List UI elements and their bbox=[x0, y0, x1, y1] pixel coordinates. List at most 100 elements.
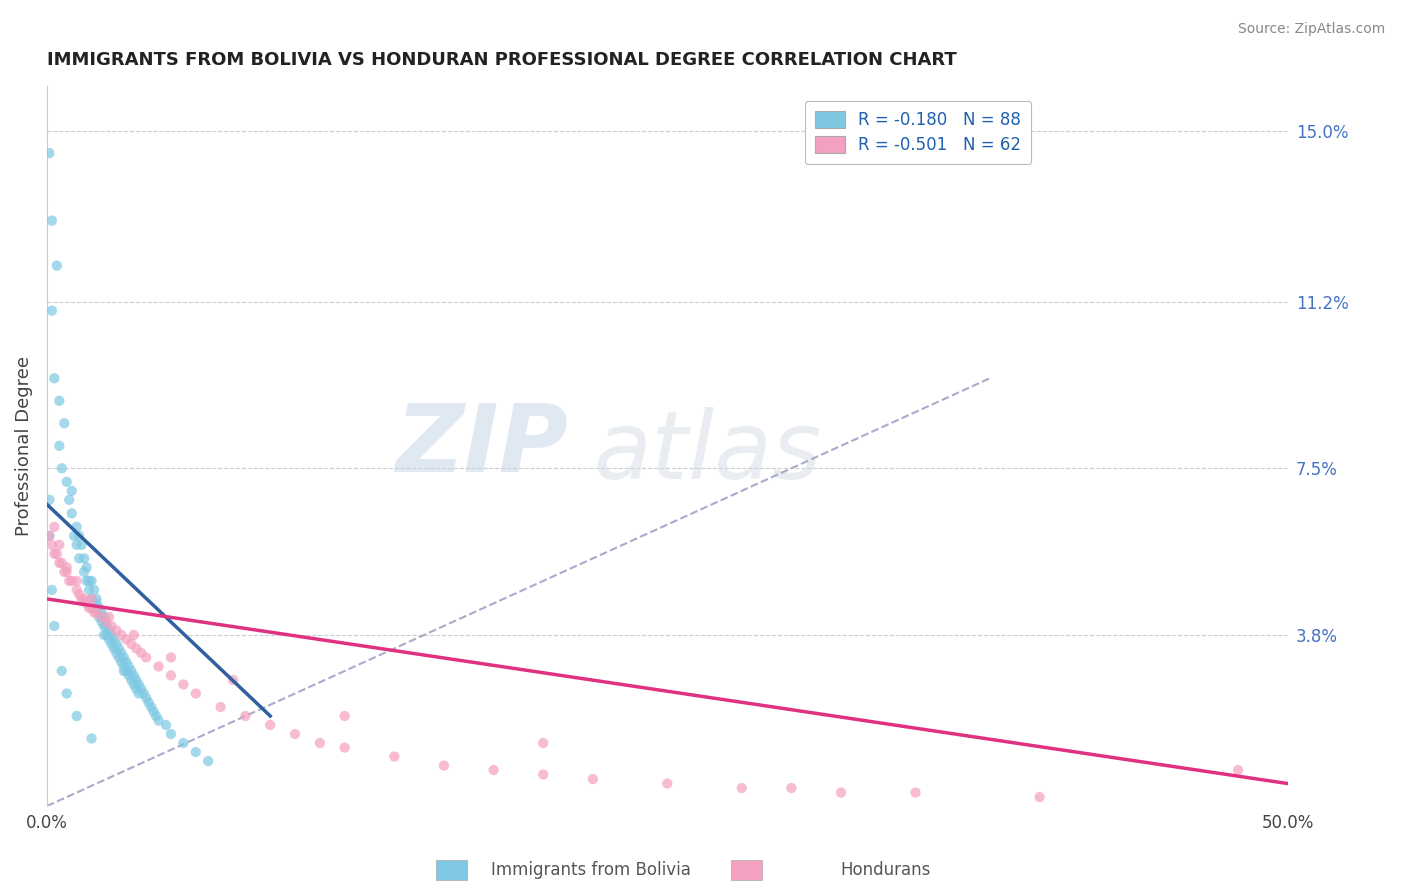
Point bbox=[44, 547, 66, 561]
Point bbox=[38, 492, 60, 507]
Point bbox=[66, 582, 89, 597]
Point bbox=[83, 606, 105, 620]
Point bbox=[120, 637, 142, 651]
Point bbox=[904, 786, 927, 800]
Point bbox=[118, 668, 141, 682]
Point bbox=[38, 529, 60, 543]
Point bbox=[105, 637, 128, 651]
Point bbox=[148, 714, 170, 728]
Point bbox=[1227, 763, 1250, 777]
Point bbox=[172, 736, 194, 750]
Point bbox=[128, 677, 150, 691]
Point bbox=[48, 556, 70, 570]
Point bbox=[780, 780, 803, 795]
Point bbox=[48, 538, 70, 552]
Point bbox=[128, 686, 150, 700]
Point bbox=[172, 677, 194, 691]
Point bbox=[657, 776, 679, 790]
Point bbox=[48, 439, 70, 453]
Point bbox=[155, 718, 177, 732]
Point bbox=[129, 646, 152, 660]
Point bbox=[333, 709, 356, 723]
Point bbox=[80, 731, 103, 746]
Text: Immigrants from Bolivia: Immigrants from Bolivia bbox=[491, 861, 690, 879]
Point bbox=[73, 551, 96, 566]
Point bbox=[110, 646, 132, 660]
Point bbox=[103, 641, 125, 656]
Point bbox=[135, 690, 157, 705]
Point bbox=[55, 565, 77, 579]
Point bbox=[160, 668, 183, 682]
Point bbox=[86, 591, 108, 606]
Point bbox=[582, 772, 605, 786]
Point bbox=[184, 745, 207, 759]
Y-axis label: Professional Degree: Professional Degree bbox=[15, 356, 32, 536]
Point bbox=[125, 673, 148, 687]
Text: ZIP: ZIP bbox=[395, 400, 568, 491]
Point bbox=[103, 632, 125, 647]
Point bbox=[333, 740, 356, 755]
Point bbox=[110, 628, 132, 642]
Point bbox=[433, 758, 456, 772]
Text: Source: ZipAtlas.com: Source: ZipAtlas.com bbox=[1237, 22, 1385, 37]
Point bbox=[63, 529, 86, 543]
Point bbox=[53, 417, 76, 431]
Point bbox=[60, 506, 83, 520]
Point bbox=[44, 520, 66, 534]
Point bbox=[41, 538, 63, 552]
Point bbox=[96, 619, 118, 633]
Point bbox=[105, 646, 128, 660]
Point bbox=[48, 393, 70, 408]
Point bbox=[76, 596, 98, 610]
Point bbox=[112, 659, 135, 673]
Text: atlas: atlas bbox=[593, 408, 821, 499]
Point bbox=[86, 606, 108, 620]
Point bbox=[142, 705, 165, 719]
Point bbox=[44, 371, 66, 385]
Point bbox=[51, 556, 73, 570]
Point bbox=[77, 574, 100, 588]
Point bbox=[67, 529, 90, 543]
Point bbox=[80, 574, 103, 588]
Point bbox=[482, 763, 505, 777]
Point bbox=[382, 749, 405, 764]
Point bbox=[122, 677, 145, 691]
Point bbox=[122, 668, 145, 682]
Point bbox=[138, 696, 160, 710]
Point bbox=[44, 619, 66, 633]
Point bbox=[100, 637, 122, 651]
Point bbox=[87, 601, 110, 615]
Point bbox=[118, 659, 141, 673]
Point bbox=[80, 591, 103, 606]
Point bbox=[100, 628, 122, 642]
Point bbox=[97, 610, 120, 624]
Point bbox=[531, 767, 554, 781]
Point bbox=[93, 628, 115, 642]
Point bbox=[160, 727, 183, 741]
Point bbox=[90, 606, 112, 620]
Point bbox=[125, 641, 148, 656]
Point bbox=[76, 560, 98, 574]
Point bbox=[129, 681, 152, 696]
Point bbox=[41, 582, 63, 597]
Point bbox=[73, 565, 96, 579]
Point bbox=[87, 610, 110, 624]
Point bbox=[38, 529, 60, 543]
Point bbox=[51, 461, 73, 475]
Point bbox=[96, 615, 118, 629]
Point bbox=[731, 780, 754, 795]
Point bbox=[97, 624, 120, 638]
Point bbox=[67, 587, 90, 601]
Point bbox=[531, 736, 554, 750]
Point bbox=[148, 659, 170, 673]
Point bbox=[139, 700, 162, 714]
Point bbox=[86, 596, 108, 610]
Point bbox=[41, 303, 63, 318]
Point bbox=[105, 624, 128, 638]
Point bbox=[160, 650, 183, 665]
Point bbox=[90, 610, 112, 624]
Point bbox=[259, 718, 281, 732]
Point bbox=[120, 664, 142, 678]
Point bbox=[77, 601, 100, 615]
Point bbox=[66, 709, 89, 723]
